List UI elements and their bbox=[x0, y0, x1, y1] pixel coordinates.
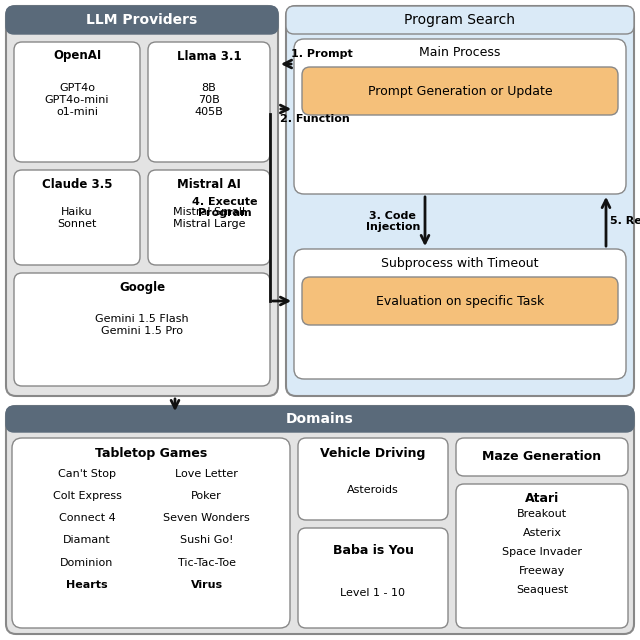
FancyBboxPatch shape bbox=[6, 406, 634, 432]
FancyBboxPatch shape bbox=[302, 277, 618, 325]
FancyBboxPatch shape bbox=[14, 170, 140, 265]
FancyBboxPatch shape bbox=[298, 438, 448, 520]
Text: Tic-Tac-Toe: Tic-Tac-Toe bbox=[178, 557, 236, 568]
FancyBboxPatch shape bbox=[294, 39, 626, 194]
Text: Asterix: Asterix bbox=[522, 528, 561, 538]
FancyBboxPatch shape bbox=[6, 406, 634, 634]
Text: Freeway: Freeway bbox=[519, 566, 565, 576]
Text: Vehicle Driving: Vehicle Driving bbox=[320, 447, 426, 461]
Text: 4. Execute
Program: 4. Execute Program bbox=[192, 196, 258, 218]
Text: 3. Code
Injection: 3. Code Injection bbox=[365, 211, 420, 232]
Text: Baba is You: Baba is You bbox=[333, 543, 413, 557]
Text: 5. Result: 5. Result bbox=[610, 216, 640, 227]
Text: Mistral AI: Mistral AI bbox=[177, 177, 241, 191]
Text: 2. Function: 2. Function bbox=[280, 114, 349, 124]
Text: Mistral Small
Mistral Large: Mistral Small Mistral Large bbox=[173, 207, 245, 228]
Text: Llama 3.1: Llama 3.1 bbox=[177, 49, 241, 63]
Text: Colt Express: Colt Express bbox=[52, 491, 122, 501]
FancyBboxPatch shape bbox=[302, 67, 618, 115]
FancyBboxPatch shape bbox=[294, 249, 626, 379]
Text: Dominion: Dominion bbox=[60, 557, 114, 568]
Text: Breakout: Breakout bbox=[517, 509, 567, 519]
Text: Connect 4: Connect 4 bbox=[59, 513, 115, 524]
FancyBboxPatch shape bbox=[6, 6, 278, 34]
Text: Evaluation on specific Task: Evaluation on specific Task bbox=[376, 294, 544, 307]
FancyBboxPatch shape bbox=[456, 484, 628, 628]
Text: Virus: Virus bbox=[191, 580, 223, 590]
FancyBboxPatch shape bbox=[14, 273, 270, 386]
Text: Seaquest: Seaquest bbox=[516, 585, 568, 595]
Text: Hearts: Hearts bbox=[67, 580, 108, 590]
Text: Google: Google bbox=[119, 280, 165, 294]
Text: Program Search: Program Search bbox=[404, 13, 515, 27]
Text: 8B
70B
405B: 8B 70B 405B bbox=[195, 83, 223, 116]
Text: Diamant: Diamant bbox=[63, 536, 111, 545]
FancyBboxPatch shape bbox=[14, 42, 140, 162]
FancyBboxPatch shape bbox=[298, 528, 448, 628]
Text: Haiku
Sonnet: Haiku Sonnet bbox=[58, 207, 97, 228]
Text: Sushi Go!: Sushi Go! bbox=[180, 536, 234, 545]
FancyBboxPatch shape bbox=[6, 6, 278, 396]
Text: Tabletop Games: Tabletop Games bbox=[95, 447, 207, 461]
FancyBboxPatch shape bbox=[286, 6, 634, 396]
Text: Gemini 1.5 Flash
Gemini 1.5 Pro: Gemini 1.5 Flash Gemini 1.5 Pro bbox=[95, 314, 189, 336]
Text: Can't Stop: Can't Stop bbox=[58, 469, 116, 479]
Text: Prompt Generation or Update: Prompt Generation or Update bbox=[368, 84, 552, 97]
Text: Maze Generation: Maze Generation bbox=[483, 451, 602, 463]
Text: Love Letter: Love Letter bbox=[175, 469, 238, 479]
FancyBboxPatch shape bbox=[148, 42, 270, 162]
FancyBboxPatch shape bbox=[148, 170, 270, 265]
Text: Atari: Atari bbox=[525, 492, 559, 504]
FancyBboxPatch shape bbox=[12, 438, 290, 628]
FancyBboxPatch shape bbox=[456, 438, 628, 476]
Text: Subprocess with Timeout: Subprocess with Timeout bbox=[381, 257, 539, 269]
Text: Space Invader: Space Invader bbox=[502, 547, 582, 557]
Text: 1. Prompt: 1. Prompt bbox=[291, 49, 353, 59]
Text: Level 1 - 10: Level 1 - 10 bbox=[340, 588, 406, 598]
Text: Main Process: Main Process bbox=[419, 47, 500, 60]
Text: Seven Wonders: Seven Wonders bbox=[163, 513, 250, 524]
Text: Claude 3.5: Claude 3.5 bbox=[42, 177, 112, 191]
Text: Poker: Poker bbox=[191, 491, 222, 501]
Text: Asteroids: Asteroids bbox=[347, 485, 399, 495]
Text: GPT4o
GPT4o-mini
o1-mini: GPT4o GPT4o-mini o1-mini bbox=[45, 83, 109, 116]
Text: OpenAI: OpenAI bbox=[53, 49, 101, 63]
Text: LLM Providers: LLM Providers bbox=[86, 13, 198, 27]
FancyBboxPatch shape bbox=[286, 6, 634, 34]
Text: Domains: Domains bbox=[286, 412, 354, 426]
